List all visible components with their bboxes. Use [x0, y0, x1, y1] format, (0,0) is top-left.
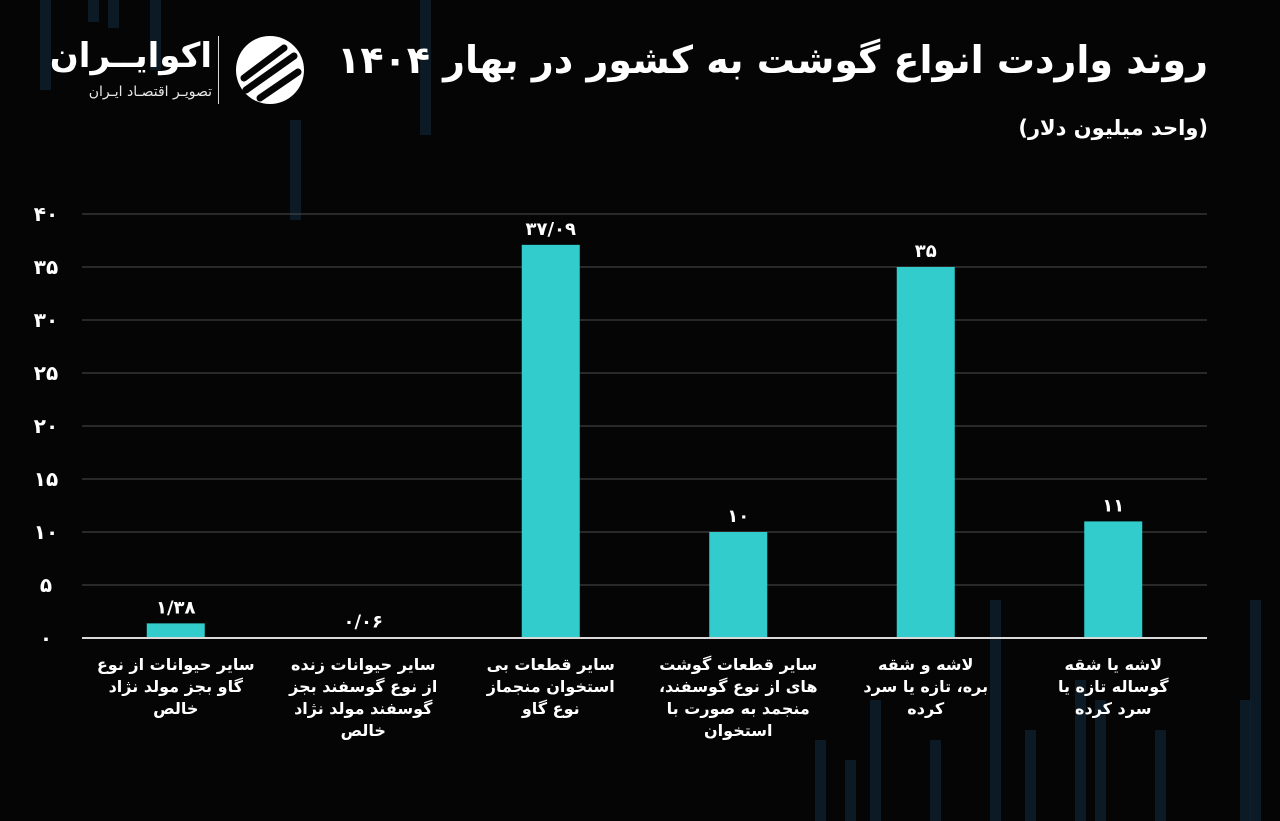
decor-bar [108, 0, 119, 28]
bar [1084, 521, 1143, 638]
data-label: ۱۱ [1102, 495, 1124, 516]
decor-bar [815, 740, 826, 821]
decor-bar [1155, 730, 1166, 821]
bar [521, 244, 580, 638]
bar [146, 623, 205, 638]
decor-bar [930, 740, 941, 821]
decor-bar [88, 0, 99, 22]
x-tick-label: لاشه یا شقه گوساله تازه یا سرد کرده [1058, 655, 1169, 718]
decor-bar [150, 0, 161, 70]
data-label: ۳۵ [915, 241, 937, 262]
decor-bar [870, 700, 881, 821]
y-tick-label: ۴۰ [34, 202, 58, 226]
x-tick-label: لاشه و شقه بره، تازه یا سرد کرده [863, 655, 988, 718]
brand-name: اکوایــران [49, 36, 212, 76]
brand-divider [218, 36, 219, 104]
x-tick-label: سایر حیوانات از نوع گاو بجز مولد نژاد خالص [97, 655, 255, 718]
x-tick-label: سایر قطعات بی استخوان منجماز نوع گاو [486, 655, 615, 718]
y-tick-label: ۲۰ [34, 414, 58, 438]
y-tick-label: ۳۰ [34, 308, 58, 332]
decor-bar [990, 600, 1001, 821]
bar [896, 267, 955, 638]
decor-bar [1075, 680, 1086, 821]
y-tick-label: ۳۵ [34, 255, 58, 279]
data-label: ۱۰ [727, 506, 749, 527]
y-tick-label: ۱۵ [34, 467, 58, 491]
y-tick-label: ۲۵ [34, 361, 58, 385]
x-tick-label: سایر حیوانات زنده از نوع گوسفند بجز گوسفند… [288, 655, 437, 740]
page-title: روند واردت انواع گوشت به کشور در بهار ۱۴… [337, 38, 1208, 82]
ekoiran-logo-icon [236, 36, 304, 104]
data-label: ۰/۰۶ [343, 611, 383, 632]
y-tick-label: ۱۰ [34, 520, 58, 544]
decor-bar [40, 0, 51, 90]
brand-block: اکوایــران تصویـر اقتصـاد ایـران [50, 36, 310, 108]
decor-bar [290, 120, 301, 220]
decor-bar [1240, 700, 1251, 821]
unit-subtitle: (واحد میلیون دلار) [1018, 116, 1208, 140]
x-tick-label: سایر قطعات گوشت های از نوع گوسفند، منجمد ب… [659, 655, 818, 740]
decor-bar [420, 0, 431, 135]
decor-bar [845, 760, 856, 821]
decor-bar [1025, 730, 1036, 821]
bar [709, 532, 768, 638]
data-label: ۱/۳۸ [156, 597, 196, 618]
brand-tagline: تصویـر اقتصـاد ایـران [88, 84, 212, 100]
data-label: ۳۷/۰۹ [525, 219, 576, 240]
y-tick-label: ۰ [40, 626, 52, 650]
decor-bar [1250, 600, 1261, 821]
y-tick-label: ۵ [40, 573, 52, 597]
decor-bar [1095, 700, 1106, 821]
